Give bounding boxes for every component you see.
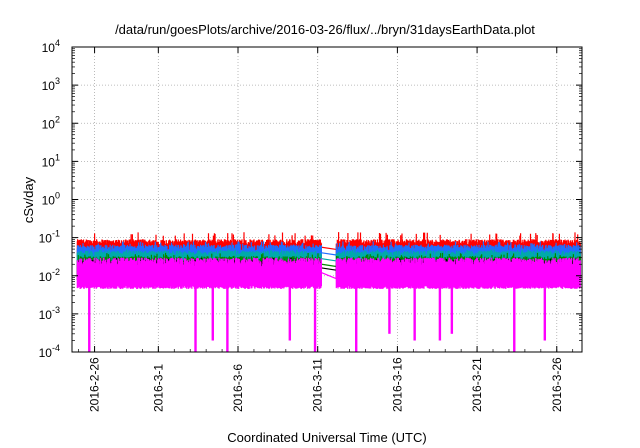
x-tick-label: 2016-2-26 bbox=[88, 357, 102, 412]
gap-connector bbox=[321, 258, 337, 262]
dropout-spike bbox=[450, 284, 454, 334]
x-tick-label: 2016-3-11 bbox=[311, 358, 325, 412]
y-tick-label: 102 bbox=[42, 114, 60, 131]
y-axis: 10-4 10-3 10-2 10-1 100 101 102 103 104 bbox=[39, 38, 582, 360]
chart-title: /data/run/goesPlots/archive/2016-03-26/f… bbox=[115, 22, 535, 37]
x-tick-label: 2016-3-16 bbox=[390, 357, 404, 412]
series-layer bbox=[76, 232, 581, 352]
dropout-spike bbox=[355, 284, 358, 352]
gap-connector bbox=[321, 272, 337, 280]
series-5 bbox=[76, 257, 581, 289]
series-band bbox=[76, 257, 581, 289]
x-tick-label: 2016-3-21 bbox=[470, 357, 484, 412]
y-tick-label: 101 bbox=[42, 152, 60, 169]
y-axis-title: cSv/day bbox=[21, 176, 36, 223]
dropout-spike bbox=[226, 284, 229, 352]
gap-connector bbox=[321, 252, 337, 256]
gap-connector bbox=[321, 246, 337, 251]
dropout-spike bbox=[543, 284, 547, 341]
dropout-spike bbox=[313, 284, 317, 352]
y-tick-label: 103 bbox=[42, 76, 60, 93]
dropout-spike bbox=[88, 284, 91, 352]
y-tick-label: 10-3 bbox=[39, 305, 60, 322]
y-tick-label: 10-1 bbox=[39, 229, 60, 246]
y-tick-label: 100 bbox=[42, 191, 60, 208]
dropout-spike bbox=[513, 284, 516, 352]
dropout-spike bbox=[211, 284, 214, 341]
x-axis: 2016-2-26 2016-3-1 2016-3-6 2016-3-11 2016-3… bbox=[78, 47, 574, 412]
gap-connector bbox=[321, 267, 337, 271]
dropout-spike bbox=[388, 284, 391, 334]
y-tick-label: 10-2 bbox=[39, 267, 60, 284]
y-tick-label: 10-4 bbox=[39, 343, 60, 360]
dropout-spike bbox=[438, 284, 442, 341]
dropout-spike bbox=[413, 284, 416, 341]
x-axis-title: Coordinated Universal Time (UTC) bbox=[227, 430, 426, 445]
x-tick-label: 2016-3-26 bbox=[550, 357, 564, 412]
gap-connector bbox=[321, 263, 337, 268]
y-tick-label: 104 bbox=[42, 38, 60, 55]
grid-lines bbox=[72, 47, 582, 352]
x-tick-label: 2016-3-1 bbox=[151, 364, 165, 412]
dropout-spike bbox=[194, 284, 197, 352]
dropout-spike bbox=[288, 284, 292, 341]
x-tick-label: 2016-3-6 bbox=[231, 364, 245, 412]
